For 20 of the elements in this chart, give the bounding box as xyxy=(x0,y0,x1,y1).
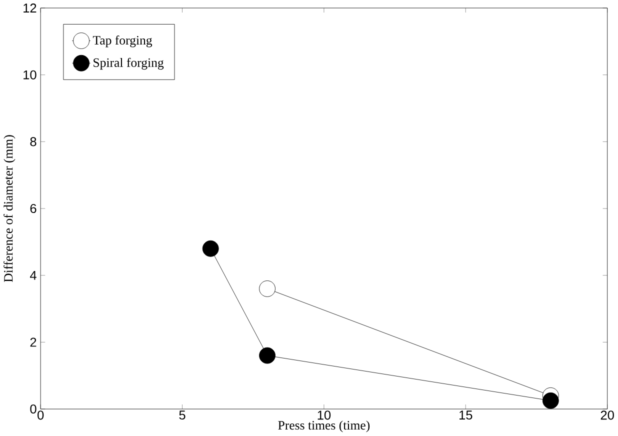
y-tick-label: 8 xyxy=(30,137,36,146)
x-tick-label: 15 xyxy=(460,410,472,420)
y-tick-label: 10 xyxy=(24,70,36,80)
x-axis-title: Press times (time) xyxy=(278,420,370,432)
y-axis-title: Difference of diameter (mm) xyxy=(4,135,16,282)
y-tick-label: 6 xyxy=(30,204,36,214)
legend-label: Tap forging xyxy=(92,36,152,48)
point xyxy=(202,240,219,257)
y-tick-label: 2 xyxy=(30,338,36,347)
point xyxy=(259,347,276,364)
y-tick-label: 4 xyxy=(30,271,36,280)
y-tick-label: 12 xyxy=(24,4,36,13)
point xyxy=(542,392,559,409)
legend-label: Spiral forging xyxy=(94,58,164,70)
y-tick-label: 0 xyxy=(30,404,36,414)
point xyxy=(259,280,276,298)
x-tick-label: 10 xyxy=(318,410,331,420)
x-tick-label: 5 xyxy=(179,410,186,420)
x-tick-label: 20 xyxy=(600,410,614,420)
x-tick-label: 0 xyxy=(38,410,44,420)
